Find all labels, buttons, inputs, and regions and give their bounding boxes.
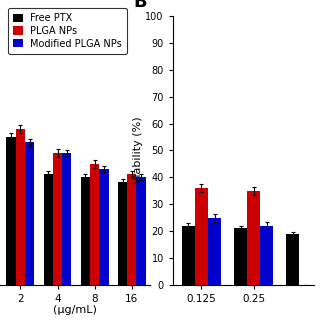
Bar [44, 174, 53, 285]
Bar [6, 137, 16, 285]
Bar [62, 153, 71, 285]
Bar [136, 177, 146, 285]
Bar [208, 218, 221, 285]
Bar [234, 228, 247, 285]
Bar [260, 226, 273, 285]
Text: B: B [133, 0, 147, 11]
Bar [118, 182, 127, 285]
Bar [182, 226, 195, 285]
Bar [90, 164, 99, 285]
Bar [81, 177, 90, 285]
Bar [195, 188, 208, 285]
Bar [286, 234, 299, 285]
Bar [53, 153, 62, 285]
Bar [127, 174, 136, 285]
Bar [99, 169, 108, 285]
X-axis label: (μg/mL): (μg/mL) [53, 305, 97, 315]
Y-axis label: Viability (%): Viability (%) [132, 116, 143, 184]
Legend: Free PTX, PLGA NPs, Modified PLGA NPs: Free PTX, PLGA NPs, Modified PLGA NPs [8, 8, 127, 54]
Bar [25, 142, 34, 285]
Bar [16, 129, 25, 285]
Bar [247, 191, 260, 285]
